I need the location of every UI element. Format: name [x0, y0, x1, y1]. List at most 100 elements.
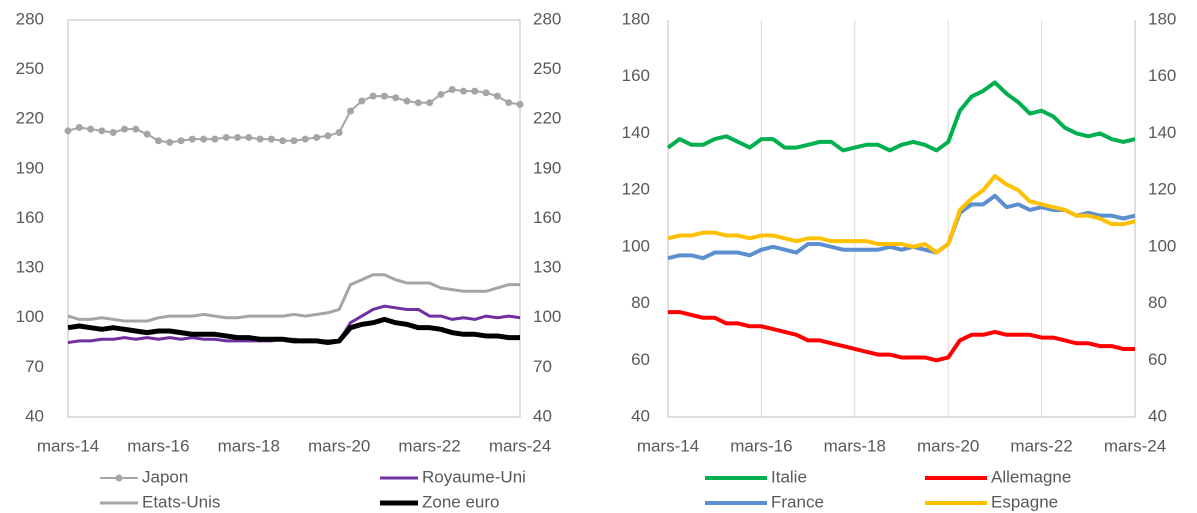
point: [448, 85, 456, 93]
point: [324, 132, 332, 140]
point: [188, 135, 196, 143]
y-tick-label: 280: [16, 9, 44, 28]
point: [301, 135, 309, 143]
y-tick-label: 160: [16, 208, 44, 227]
point: [460, 87, 467, 95]
point: [358, 97, 366, 105]
y2-tick-label: 40: [1148, 406, 1167, 425]
point: [267, 135, 275, 143]
y-tick-label: 190: [16, 158, 44, 177]
y2-tick-label: 130: [533, 258, 561, 277]
series-line: [667, 173, 1136, 255]
series-line: [67, 304, 521, 345]
point: [75, 124, 83, 132]
point: [109, 128, 117, 136]
point: [234, 133, 241, 141]
y-tick-label: 120: [622, 180, 650, 199]
x-tick-label: mars-24: [1104, 436, 1166, 455]
point: [290, 137, 298, 145]
x-tick-label: mars-18: [824, 436, 886, 455]
y2-tick-label: 40: [533, 406, 552, 425]
legend-label: Zone euro: [422, 492, 500, 511]
series-line: [666, 80, 1136, 153]
legend-label: Espagne: [991, 492, 1058, 511]
point: [87, 125, 95, 133]
y2-tick-label: 180: [1148, 9, 1176, 28]
point: [245, 133, 253, 141]
point: [380, 92, 388, 100]
y-tick-label: 100: [622, 236, 650, 255]
point: [177, 137, 185, 145]
point: [279, 137, 287, 145]
point: [516, 100, 524, 108]
point: [392, 94, 400, 102]
series-line: [67, 273, 520, 323]
y-tick-label: 220: [16, 109, 44, 128]
y-tick-label: 70: [25, 357, 44, 376]
legend-label: Italie: [771, 467, 807, 486]
point: [143, 130, 151, 138]
y2-tick-label: 280: [533, 9, 561, 28]
legend-marker: [115, 474, 123, 482]
x-tick-label: mars-14: [637, 436, 699, 455]
y-tick-label: 250: [16, 59, 44, 78]
y2-tick-label: 220: [533, 109, 561, 128]
point: [414, 99, 422, 107]
y2-tick-label: 250: [533, 59, 561, 78]
point: [154, 137, 162, 145]
y-tick-label: 40: [25, 406, 44, 425]
y-tick-label: 40: [631, 406, 650, 425]
legend-label: Allemagne: [991, 467, 1071, 486]
point: [493, 92, 501, 100]
y2-tick-label: 100: [533, 307, 561, 326]
point: [166, 138, 174, 146]
point: [211, 135, 219, 143]
x-tick-label: mars-22: [1010, 436, 1072, 455]
legend-label: Japon: [142, 467, 188, 486]
point: [313, 133, 321, 141]
point: [256, 135, 264, 143]
legend-label: Etats-Unis: [142, 492, 220, 511]
y-tick-label: 80: [631, 293, 650, 312]
series-line: [67, 88, 521, 144]
y-tick-label: 140: [622, 123, 650, 142]
y2-tick-label: 100: [1148, 236, 1176, 255]
y-tick-label: 180: [622, 9, 650, 28]
y-tick-label: 130: [16, 258, 44, 277]
y2-tick-label: 140: [1148, 123, 1176, 142]
point: [471, 87, 479, 95]
point: [335, 128, 343, 136]
point: [132, 125, 140, 133]
y-tick-label: 60: [631, 350, 650, 369]
point: [200, 135, 208, 143]
x-tick-label: mars-22: [398, 436, 460, 455]
point: [437, 90, 445, 98]
point: [98, 127, 106, 135]
point: [347, 107, 354, 115]
y2-tick-label: 160: [1148, 66, 1176, 85]
y-tick-label: 160: [622, 66, 650, 85]
point: [426, 99, 434, 107]
legend-label: France: [771, 492, 824, 511]
series-line: [668, 310, 1135, 363]
y2-tick-label: 160: [533, 208, 561, 227]
y2-tick-label: 80: [1148, 293, 1167, 312]
y2-tick-label: 120: [1148, 180, 1176, 199]
point: [121, 125, 128, 133]
point: [403, 97, 411, 105]
legend-label: Royaume-Uni: [422, 467, 526, 486]
x-tick-label: mars-18: [218, 436, 280, 455]
y2-tick-label: 60: [1148, 350, 1167, 369]
x-tick-label: mars-14: [37, 436, 99, 455]
y2-tick-label: 70: [533, 357, 552, 376]
point: [482, 89, 490, 97]
x-tick-label: mars-16: [730, 436, 792, 455]
x-tick-label: mars-20: [308, 436, 370, 455]
y2-tick-label: 190: [533, 158, 561, 177]
point: [64, 127, 72, 135]
point: [222, 133, 230, 141]
point: [369, 92, 377, 100]
series-line: [667, 193, 1136, 261]
x-tick-label: mars-20: [917, 436, 979, 455]
